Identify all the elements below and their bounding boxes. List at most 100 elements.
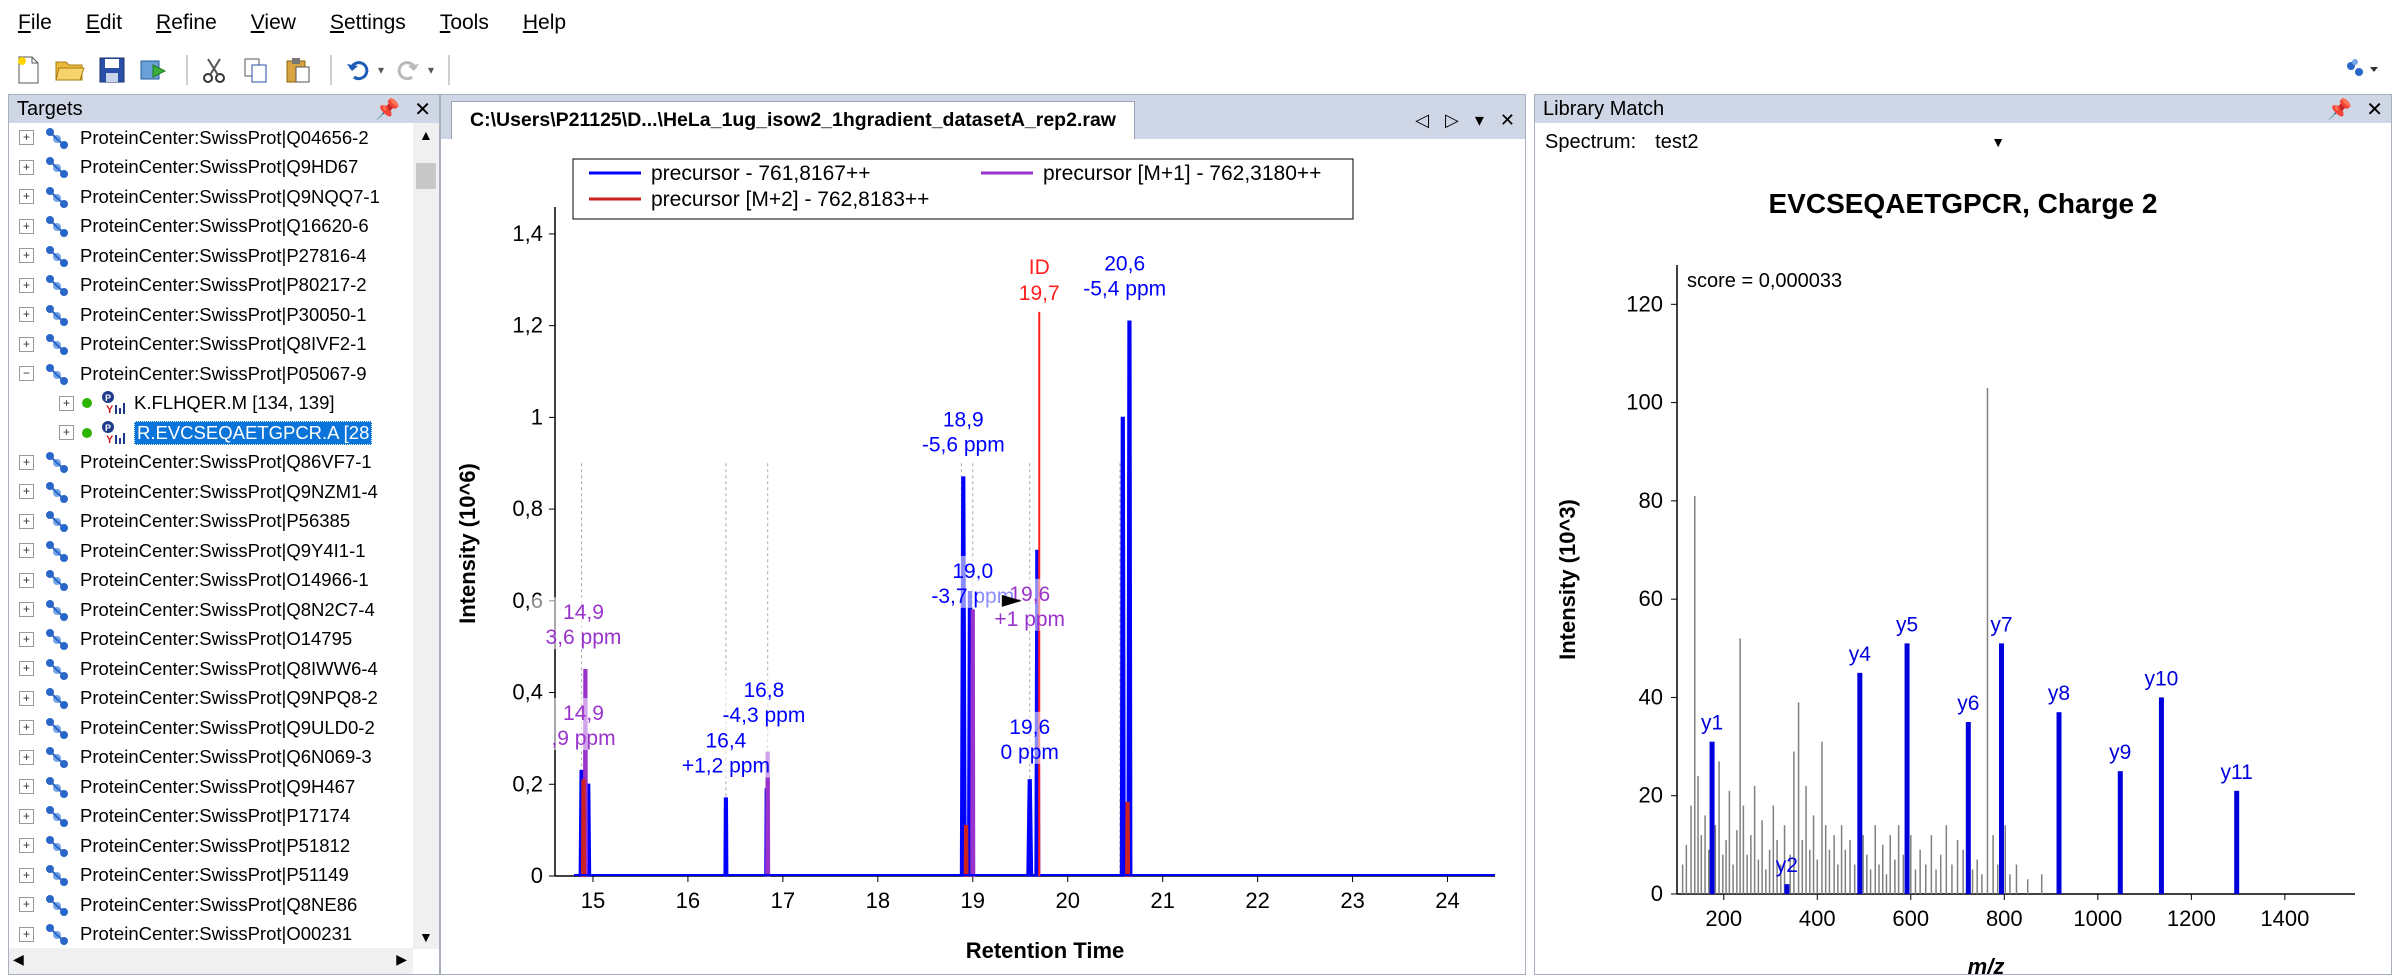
undo-button[interactable] [340,52,376,88]
protein-tree-item[interactable]: + ProteinCenter:SwissProt|Q9H467 [9,772,413,802]
expand-icon[interactable]: + [19,661,34,677]
undo-dropdown-icon[interactable]: ▾ [378,63,385,77]
protein-tree-item[interactable]: + ProteinCenter:SwissProt|O14966-1 [9,566,413,596]
expand-icon[interactable]: + [19,779,34,795]
expand-icon[interactable]: + [19,602,34,618]
scroll-up-icon[interactable]: ▲ [419,127,433,143]
menu-view[interactable]: View [250,11,296,34]
expand-icon[interactable]: + [59,425,74,441]
new-document-button[interactable] [10,52,46,88]
protein-tree-item[interactable]: + ProteinCenter:SwissProt|Q9NZM1-4 [9,477,413,507]
scroll-down-icon[interactable]: ▼ [419,929,433,945]
collapse-icon[interactable]: − [19,366,34,382]
tab-next-icon[interactable]: ▷ [1445,109,1459,130]
protein-tree-item[interactable]: + ProteinCenter:SwissProt|Q9ULD0-2 [9,713,413,743]
close-icon[interactable]: ✕ [2366,98,2383,121]
pin-icon[interactable]: 📌 [375,98,401,121]
expand-icon[interactable]: + [19,897,34,913]
protein-tree-item[interactable]: + ProteinCenter:SwissProt|P27816-4 [9,241,413,271]
expand-icon[interactable]: + [19,159,34,175]
chromatogram-chart[interactable]: 15 16 17 18 19 20 21 22 23 2400,20,40,60,811,21,4… [441,139,1525,974]
expand-icon[interactable]: + [19,484,34,500]
x-tick-label: 400 [1799,906,1836,931]
peptide-tree-item[interactable]: + P Y R.EVCSEQAETGPCR.A [28 [9,418,413,448]
protein-tree-item[interactable]: + ProteinCenter:SwissProt|Q8IVF2-1 [9,330,413,360]
expand-icon[interactable]: + [19,749,34,765]
protein-tree-item[interactable]: + ProteinCenter:SwissProt|P80217-2 [9,271,413,301]
save-button[interactable] [94,52,130,88]
targets-tree[interactable]: + ProteinCenter:SwissProt|Q04656-2 + Protei… [9,123,413,949]
protein-tree-item[interactable]: − ProteinCenter:SwissProt|P05067-9 [9,359,413,389]
redo-button[interactable] [390,52,426,88]
protein-tree-item[interactable]: + ProteinCenter:SwissProt|P51149 [9,861,413,891]
redo-dropdown-icon[interactable]: ▾ [428,63,435,77]
protein-tree-item[interactable]: + ProteinCenter:SwissProt|Q86VF7-1 [9,448,413,478]
menu-refine[interactable]: Refine [156,11,217,34]
menu-tools[interactable]: Tools [439,11,489,34]
paste-button[interactable] [280,52,316,88]
protein-tree-item[interactable]: + ProteinCenter:SwissProt|P56385 [9,507,413,537]
expand-icon[interactable]: + [19,808,34,824]
expand-icon[interactable]: + [19,720,34,736]
expand-icon[interactable]: + [19,867,34,883]
protein-tree-item[interactable]: + ProteinCenter:SwissProt|Q8NE86 [9,890,413,920]
protein-tree-item[interactable]: + ProteinCenter:SwissProt|Q9Y4I1-1 [9,536,413,566]
targets-vertical-scrollbar[interactable]: ▲ ▼ [413,123,439,949]
pin-icon[interactable]: 📌 [2327,98,2353,121]
expand-icon[interactable]: + [19,277,34,293]
protein-tree-item[interactable]: + ProteinCenter:SwissProt|Q9NQQ7-1 [9,182,413,212]
protein-tree-item[interactable]: + ProteinCenter:SwissProt|P17174 [9,802,413,832]
annotation-background [673,725,778,778]
protein-tree-item[interactable]: + ProteinCenter:SwissProt|Q8N2C7-4 [9,595,413,625]
integrate-tool-button[interactable] [2342,54,2378,90]
peptide-tree-item[interactable]: + P Y K.FLHQER.M [134, 139] [9,389,413,419]
expand-icon[interactable]: + [19,572,34,588]
protein-tree-item[interactable]: + ProteinCenter:SwissProt|O14795 [9,625,413,655]
close-icon[interactable]: ✕ [1499,109,1515,130]
expand-icon[interactable]: + [19,189,34,205]
expand-icon[interactable]: + [19,454,34,470]
expand-icon[interactable]: + [19,513,34,529]
open-button[interactable] [52,52,88,88]
tab-prev-icon[interactable]: ◁ [1415,109,1430,130]
expand-icon[interactable]: + [19,130,34,146]
spectrum-select[interactable]: test2 ▼ [1648,127,2013,157]
protein-tree-item[interactable]: + ProteinCenter:SwissProt|Q16620-6 [9,212,413,242]
copy-button[interactable] [238,52,274,88]
expand-icon[interactable]: + [19,690,34,706]
protein-tree-item[interactable]: + ProteinCenter:SwissProt|Q04656-2 [9,123,413,153]
menu-help[interactable]: Help [522,11,567,34]
menu-file[interactable]: File [18,11,52,34]
protein-tree-item[interactable]: + ProteinCenter:SwissProt|Q6N069-3 [9,743,413,773]
expand-icon[interactable]: + [19,543,34,559]
cut-button[interactable] [196,52,232,88]
expand-icon[interactable]: + [59,395,74,411]
scroll-thumb[interactable] [416,163,436,189]
protein-tree-item[interactable]: + ProteinCenter:SwissProt|P51812 [9,831,413,861]
document-tab[interactable]: C:\Users\P21125\D...\HeLa_1ug_isow2_1hgr… [451,101,1135,139]
expand-icon[interactable]: + [19,926,34,942]
menu-settings[interactable]: Settings [329,11,406,34]
expand-icon[interactable]: + [19,248,34,264]
expand-icon[interactable]: + [19,218,34,234]
paste-icon [286,58,310,83]
tree-item-label: ProteinCenter:SwissProt|P51812 [80,834,351,856]
protein-tree-item[interactable]: + ProteinCenter:SwissProt|P30050-1 [9,300,413,330]
close-icon[interactable]: ✕ [414,98,431,121]
share-button[interactable] [136,52,172,88]
targets-horizontal-scrollbar[interactable]: ◀ ▶ [9,948,413,974]
scroll-right-icon[interactable]: ▶ [396,951,407,967]
status-dot-icon [82,398,92,409]
protein-tree-item[interactable]: + ProteinCenter:SwissProt|Q9NPQ8-2 [9,684,413,714]
expand-icon[interactable]: + [19,307,34,323]
scroll-left-icon[interactable]: ◀ [13,951,24,967]
protein-tree-item[interactable]: + ProteinCenter:SwissProt|Q9HD67 [9,153,413,183]
protein-tree-item[interactable]: + ProteinCenter:SwissProt|Q8IWW6-4 [9,654,413,684]
expand-icon[interactable]: + [19,631,34,647]
protein-tree-item[interactable]: + ProteinCenter:SwissProt|O00231 [9,920,413,950]
tab-list-icon[interactable]: ▾ [1474,109,1484,130]
menu-edit[interactable]: Edit [85,11,123,34]
expand-icon[interactable]: + [19,838,34,854]
expand-icon[interactable]: + [19,336,34,352]
